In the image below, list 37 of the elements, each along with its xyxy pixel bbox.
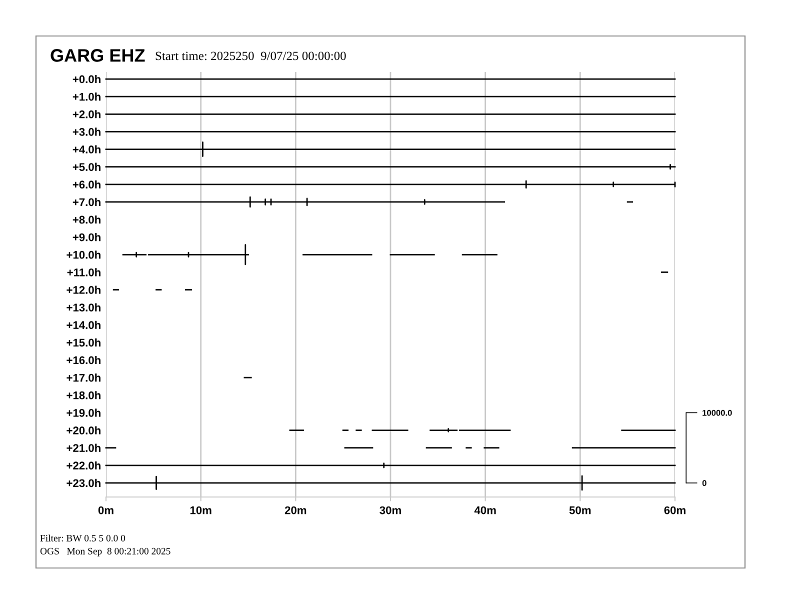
- y-tick-label: +3.0h: [72, 128, 100, 136]
- y-tick-label: +22.0h: [66, 461, 100, 470]
- y-tick-label: +20.0h: [66, 426, 100, 434]
- y-tick-label: +5.0h: [72, 162, 100, 171]
- chart-subtitle: Start time: 2025250 9/07/25 00:00:00: [156, 52, 346, 60]
- y-tick-label: +14.0h: [66, 320, 100, 330]
- y-tick-label: +21.0h: [66, 444, 100, 452]
- x-tick-label: 40m: [474, 506, 496, 514]
- y-tick-label: +6.0h: [72, 180, 100, 189]
- y-tick-label: +17.0h: [66, 374, 100, 382]
- y2-tick-label: 10000.0: [702, 410, 732, 416]
- y-tick-label: +12.0h: [66, 286, 100, 294]
- y-tick-label: +13.0h: [66, 303, 100, 312]
- y-tick-label: +1.0h: [72, 92, 100, 101]
- y-tick-label: +10.0h: [66, 250, 100, 259]
- x-tick-label: 50m: [569, 506, 591, 514]
- y-tick-label: +18.0h: [66, 391, 100, 400]
- y-tick-label: +8.0h: [72, 215, 100, 224]
- x-tick-label: 0m: [98, 506, 114, 514]
- y-tick-label: +11.0h: [67, 268, 100, 276]
- y-tick-label: +15.0h: [66, 338, 100, 347]
- y-tick-label: +4.0h: [72, 145, 100, 154]
- x-tick-label: 60m: [664, 506, 686, 514]
- y2-tick-label: 0: [702, 480, 706, 486]
- text: OGS Mon Sep 8 00:21:00 2025: [40, 548, 170, 556]
- y-tick-label: +19.0h: [66, 408, 100, 417]
- y-tick-label: +9.0h: [72, 233, 100, 242]
- y-tick-label: +7.0h: [72, 198, 100, 206]
- x-tick-label: 20m: [284, 506, 306, 514]
- y-tick-label: +23.0h: [66, 478, 100, 488]
- x-tick-label: 10m: [190, 506, 212, 514]
- chart-title: GARG EHZ: [50, 49, 145, 62]
- y-tick-label: +16.0h: [66, 356, 100, 364]
- x-tick-label: 30m: [380, 506, 401, 514]
- text: Filter: BW 0.5 5 0.0 0: [40, 534, 126, 542]
- y-tick-label: +0.0h: [72, 75, 100, 84]
- y-tick-label: +2.0h: [72, 110, 100, 118]
